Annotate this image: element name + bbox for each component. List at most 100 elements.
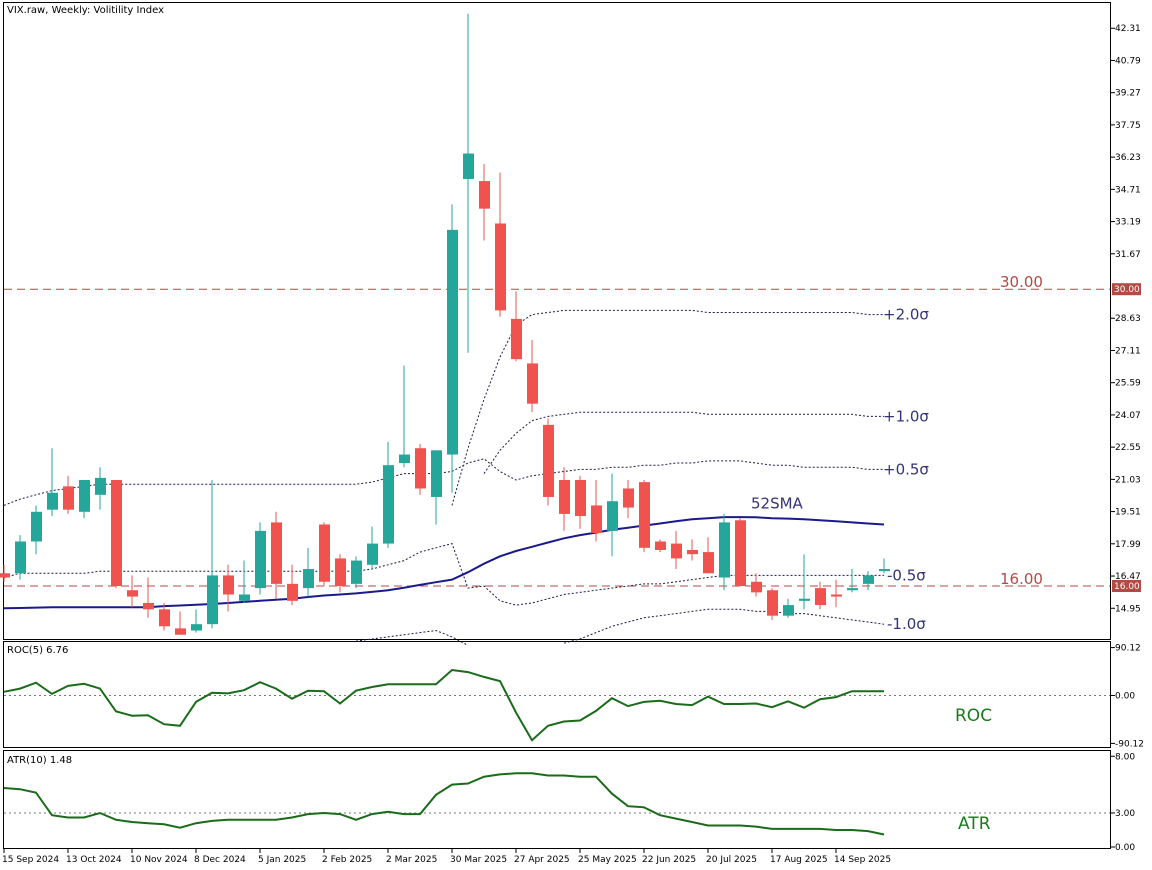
candle-body <box>831 594 842 597</box>
time-tick-label: 2 Feb 2025 <box>322 855 372 865</box>
atr-title: ATR(10) 1.48 <box>7 755 72 766</box>
candle[interactable] <box>111 480 122 589</box>
candle[interactable] <box>639 480 650 553</box>
candle[interactable] <box>47 448 58 517</box>
candle[interactable] <box>623 480 634 519</box>
candle[interactable] <box>383 441 394 548</box>
candle[interactable] <box>671 530 682 570</box>
candle[interactable] <box>95 467 106 510</box>
candle[interactable] <box>143 577 154 618</box>
candle[interactable] <box>191 609 202 633</box>
candle[interactable] <box>271 511 282 599</box>
price-tick-label: 27.11 <box>1115 346 1141 356</box>
roc-line <box>3 668 884 742</box>
band-label: -1.0σ <box>887 615 926 633</box>
candle[interactable] <box>319 522 330 586</box>
candle[interactable] <box>815 581 826 610</box>
candle[interactable] <box>767 588 778 620</box>
candle-body <box>367 543 378 565</box>
candle[interactable] <box>543 418 554 506</box>
candle[interactable] <box>367 526 378 570</box>
atr-axis: 8.00 3.00 0.00 <box>1111 752 1135 853</box>
candle[interactable] <box>351 556 362 589</box>
candle[interactable] <box>655 539 666 553</box>
candle[interactable] <box>575 475 586 529</box>
band-label: +2.0σ <box>883 306 929 324</box>
indicator-path <box>3 668 884 742</box>
candle-body <box>703 552 714 574</box>
candle[interactable] <box>175 611 186 635</box>
time-axis[interactable]: 15 Sep 2024 13 Oct 2024 10 Nov 2024 8 Dec 2… <box>2 849 891 865</box>
candle[interactable] <box>303 547 314 597</box>
time-tick-label: 25 May 2025 <box>578 855 637 865</box>
candle[interactable] <box>735 518 746 586</box>
hline-label: 16.00 <box>1000 570 1043 588</box>
price-axis[interactable]: 42.31 40.79 39.27 37.75 36.23 34.71 33.19 31.67… <box>1111 24 1141 614</box>
candle[interactable] <box>415 443 426 495</box>
candle-body <box>207 575 218 625</box>
candle[interactable] <box>127 575 138 608</box>
candle[interactable] <box>863 571 874 591</box>
candle[interactable] <box>335 554 346 593</box>
candle[interactable] <box>431 450 442 525</box>
candle-body <box>351 560 362 584</box>
candle[interactable] <box>559 467 570 531</box>
candle[interactable] <box>447 204 458 493</box>
candle[interactable] <box>287 564 298 606</box>
candle[interactable] <box>159 602 170 631</box>
price-tick-label: 25.59 <box>1115 379 1141 389</box>
band-line <box>355 608 885 646</box>
candle[interactable] <box>399 365 410 468</box>
price-tick-label: 31.67 <box>1115 250 1141 260</box>
candle[interactable] <box>495 172 506 317</box>
hline-label: 30.00 <box>1000 273 1043 291</box>
time-tick-label: 17 Aug 2025 <box>770 855 828 865</box>
candle[interactable] <box>687 539 698 561</box>
candle[interactable] <box>31 505 42 555</box>
candle[interactable] <box>591 480 602 542</box>
candle-body <box>863 575 874 584</box>
candle[interactable] <box>239 560 250 603</box>
axis-tick-label: 3.00 <box>1115 809 1135 819</box>
candle[interactable] <box>831 579 842 608</box>
time-tick-label: 30 Mar 2025 <box>450 855 507 865</box>
atr-panel[interactable]: ATR(10) 1.48 ATR 8.00 3.00 0.00 <box>3 750 1136 854</box>
candle-body <box>159 609 170 627</box>
candle-body <box>591 505 602 533</box>
candle[interactable] <box>879 558 890 574</box>
candle-body <box>239 594 250 601</box>
candle[interactable] <box>751 573 762 597</box>
candle[interactable] <box>527 340 538 413</box>
roc-panel[interactable]: ROC(5) 6.76 ROC 90.12 0.00 -90.12 <box>3 641 1145 750</box>
candle[interactable] <box>847 569 858 593</box>
price-tick-label: 24.07 <box>1115 411 1141 421</box>
candle[interactable] <box>207 480 218 629</box>
price-tick-label: 42.31 <box>1115 24 1141 34</box>
candle[interactable] <box>511 291 522 362</box>
roc-axis: 90.12 0.00 -90.12 <box>1111 644 1144 749</box>
overlay-labels: +2.0σ +1.0σ +0.5σ -0.5σ -1.0σ 52SMA <box>751 306 929 634</box>
candle-body <box>319 524 330 582</box>
candle[interactable] <box>15 535 26 580</box>
candle-body <box>847 588 858 591</box>
candle[interactable] <box>783 598 794 618</box>
candles[interactable] <box>0 13 890 635</box>
candle[interactable] <box>719 513 730 591</box>
candle-body <box>527 363 538 404</box>
price-panel[interactable]: VIX.raw, Weekly: Volitility Index 30.00 1… <box>0 2 1141 646</box>
candle-body <box>575 480 586 517</box>
candle[interactable] <box>463 13 474 353</box>
candle[interactable] <box>223 564 234 612</box>
candle-body <box>15 541 26 574</box>
candle[interactable] <box>703 537 714 574</box>
candle[interactable] <box>79 480 90 519</box>
candle[interactable] <box>607 473 618 557</box>
candle[interactable] <box>0 564 10 582</box>
candle[interactable] <box>799 554 810 610</box>
candle[interactable] <box>255 522 266 595</box>
candle-body <box>719 522 730 578</box>
time-tick-label: 14 Sep 2025 <box>834 855 891 865</box>
candle[interactable] <box>63 475 74 514</box>
candle[interactable] <box>479 164 490 241</box>
